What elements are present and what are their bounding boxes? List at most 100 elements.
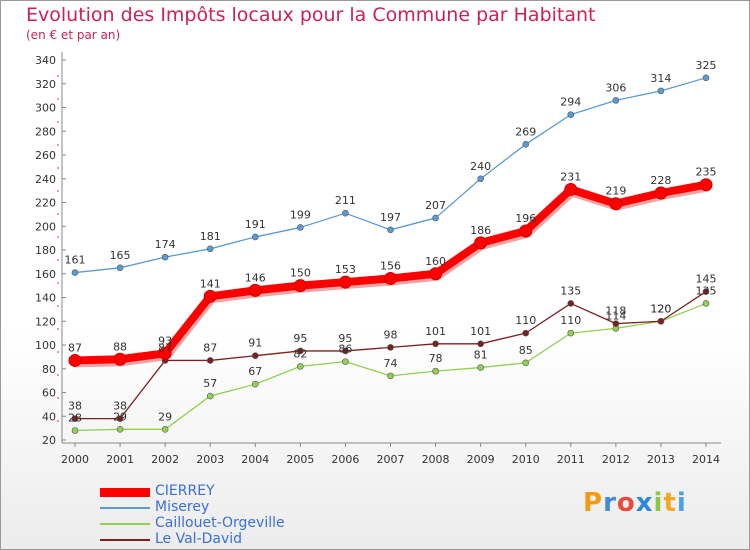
- data-label: 219: [605, 185, 626, 198]
- data-point: [116, 264, 124, 272]
- data-label: 141: [200, 277, 221, 290]
- data-label: 150: [290, 267, 311, 280]
- data-point: [477, 340, 484, 348]
- data-label: 38: [113, 400, 127, 413]
- data-point: [338, 275, 352, 289]
- data-label: 86: [338, 343, 352, 356]
- data-label: 314: [650, 72, 671, 85]
- data-label: 145: [696, 273, 717, 286]
- data-label: 191: [245, 218, 266, 231]
- data-label: 181: [200, 230, 221, 243]
- chart-subtitle: (en € et par an): [26, 28, 121, 42]
- data-label: 91: [248, 337, 262, 350]
- logo-letter: t: [663, 488, 677, 518]
- y-tick-label: 320: [35, 78, 56, 91]
- data-point: [699, 178, 713, 192]
- x-tick-label: 2014: [692, 453, 720, 466]
- y-tick-label: 160: [35, 268, 56, 281]
- data-point: [71, 427, 79, 434]
- data-point: [342, 358, 349, 365]
- data-label: 88: [113, 340, 127, 353]
- data-point: [297, 363, 304, 370]
- data-label: 153: [335, 263, 356, 276]
- logo-letter: i: [653, 488, 664, 518]
- data-point: [432, 214, 439, 222]
- series-le-val-david: [71, 288, 710, 422]
- data-label: 110: [515, 314, 536, 327]
- y-tick-label: 200: [35, 220, 56, 233]
- data-point: [206, 392, 214, 400]
- data-label: 118: [605, 305, 626, 318]
- data-point: [387, 372, 394, 380]
- y-tick-label: 220: [35, 197, 56, 210]
- data-label: 67: [248, 365, 262, 378]
- data-point: [657, 317, 665, 325]
- y-tick-label: 60: [42, 387, 56, 400]
- series-caillouet-orgeville: [71, 300, 710, 434]
- x-tick-label: 2007: [377, 453, 405, 466]
- data-label: 146: [245, 271, 266, 284]
- data-point: [564, 182, 578, 196]
- data-point: [297, 224, 304, 231]
- data-label: 98: [384, 328, 398, 341]
- data-point: [477, 175, 484, 183]
- legend-label: Miserey: [155, 499, 210, 515]
- y-tick-label: 240: [35, 173, 56, 186]
- data-point: [113, 352, 127, 366]
- data-label: 38: [68, 400, 82, 413]
- data-label: 325: [696, 59, 717, 72]
- data-label: 165: [110, 249, 131, 262]
- data-point: [567, 300, 575, 307]
- data-label: 74: [384, 357, 398, 370]
- data-label: 114: [605, 309, 626, 322]
- data-label: 135: [696, 284, 717, 297]
- x-tick-label: 2010: [512, 453, 540, 466]
- data-point: [654, 186, 668, 200]
- x-tick-label: 2002: [151, 453, 179, 466]
- x-tick-label: 2012: [602, 453, 630, 466]
- data-point: [567, 111, 575, 118]
- data-label: 82: [293, 347, 307, 360]
- y-tick-label: 280: [35, 125, 56, 138]
- x-tick-label: 2006: [331, 453, 359, 466]
- series-cierrey: [68, 178, 713, 368]
- data-point: [432, 367, 439, 375]
- data-point: [116, 415, 124, 422]
- data-label: 78: [429, 352, 443, 365]
- data-point: [387, 344, 394, 351]
- data-label: 101: [425, 325, 446, 338]
- data-label: 228: [650, 174, 671, 187]
- data-label: 269: [515, 125, 536, 138]
- data-label: 120: [650, 302, 671, 315]
- data-point: [342, 347, 349, 355]
- data-point: [297, 347, 304, 355]
- data-point: [657, 87, 665, 95]
- data-label: 306: [605, 81, 626, 94]
- y-tick-label: 120: [35, 315, 56, 328]
- data-label: 231: [560, 170, 581, 183]
- data-label: 196: [515, 212, 536, 225]
- data-label: 95: [338, 332, 352, 345]
- data-label: 81: [474, 349, 488, 362]
- data-point: [342, 209, 349, 217]
- data-point: [474, 236, 488, 250]
- legend-swatch: [100, 539, 150, 541]
- data-point: [251, 233, 259, 241]
- data-point: [71, 269, 79, 276]
- data-point: [702, 74, 710, 82]
- data-label: 29: [158, 410, 172, 423]
- data-point: [429, 267, 443, 281]
- x-tick-label: 2003: [196, 453, 224, 466]
- data-label: 135: [560, 284, 581, 297]
- chart-title: Evolution des Impôts locaux pour la Comm…: [26, 4, 596, 26]
- data-point: [251, 380, 259, 388]
- data-label: 28: [68, 412, 82, 425]
- data-label: 95: [293, 332, 307, 345]
- y-tick-label: 80: [42, 363, 56, 376]
- data-point: [567, 329, 575, 337]
- y-tick-label: 20: [42, 434, 56, 447]
- data-label: 29: [113, 410, 127, 423]
- data-label: 235: [696, 166, 717, 179]
